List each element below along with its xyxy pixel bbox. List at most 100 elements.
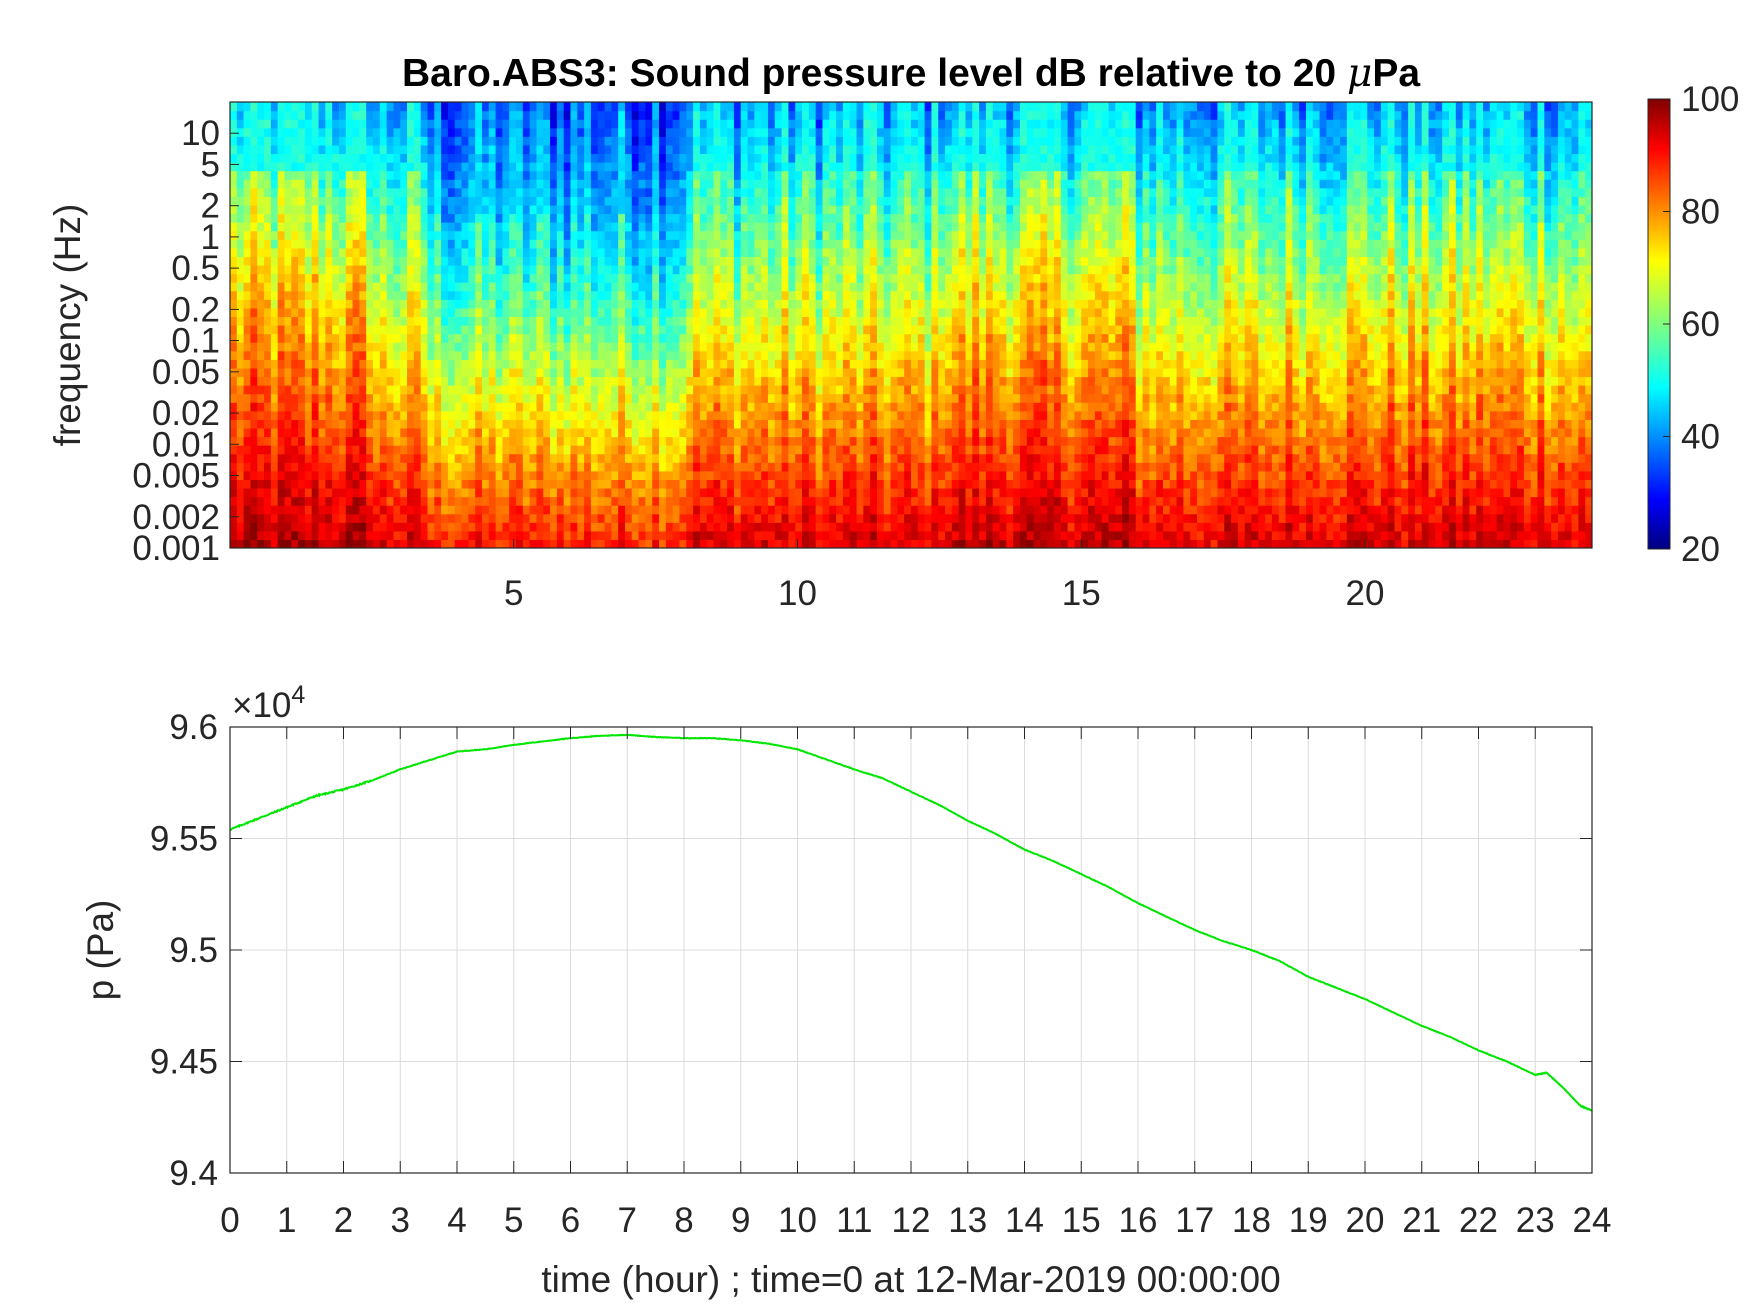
heatmap-cell xyxy=(311,479,320,489)
heatmap-cell xyxy=(495,256,503,266)
heatmap-cell xyxy=(468,144,476,155)
heatmap-cell xyxy=(829,239,837,249)
heatmap-cell xyxy=(665,290,674,300)
heatmap-cell xyxy=(291,453,299,463)
heatmap-cell xyxy=(373,350,381,360)
heatmap-cell xyxy=(481,299,490,309)
heatmap-cell xyxy=(298,530,306,541)
heatmap-cell xyxy=(379,127,388,137)
heatmap-cell xyxy=(264,162,272,172)
heatmap-cell xyxy=(767,239,776,249)
heatmap-cell xyxy=(366,282,374,292)
heatmap-cell xyxy=(447,462,456,472)
heatmap-cell xyxy=(720,144,728,155)
heatmap-cell xyxy=(679,402,687,412)
heatmap-cell xyxy=(842,230,851,240)
heatmap-cell xyxy=(706,239,715,249)
heatmap-cell xyxy=(359,522,367,532)
heatmap-cell xyxy=(461,436,469,446)
heatmap-cell xyxy=(277,487,286,498)
heatmap-cell xyxy=(338,462,347,472)
heatmap-cell xyxy=(379,419,388,429)
heatmap-cell xyxy=(236,307,245,318)
heatmap-cell xyxy=(679,367,687,378)
heatmap-cell xyxy=(754,367,762,378)
heatmap-cell xyxy=(434,522,442,532)
heatmap-cell xyxy=(291,110,299,120)
heatmap-cell xyxy=(407,273,415,283)
heatmap-cell xyxy=(264,213,272,223)
heatmap-cell xyxy=(686,153,694,163)
heatmap-cell xyxy=(611,530,619,541)
heatmap-cell xyxy=(563,470,572,480)
heatmap-cell xyxy=(774,333,783,343)
heatmap-cell xyxy=(727,376,735,386)
heatmap-cell xyxy=(441,350,449,360)
heatmap-cell xyxy=(270,462,279,472)
heatmap-cell xyxy=(230,385,238,395)
heatmap-cell xyxy=(488,256,497,266)
heatmap-cell xyxy=(488,342,497,352)
heatmap-cell xyxy=(720,470,728,480)
heatmap-cell xyxy=(638,136,647,146)
heatmap-cell xyxy=(611,102,619,112)
heatmap-cell xyxy=(597,239,606,249)
heatmap-cell xyxy=(747,453,755,463)
heatmap-cell xyxy=(332,419,340,429)
heatmap-cell xyxy=(740,487,749,498)
heatmap-cell xyxy=(338,470,347,480)
heatmap-cell xyxy=(393,299,401,309)
heatmap-cell xyxy=(243,179,252,189)
heatmap-cell xyxy=(250,367,258,378)
heatmap-cell xyxy=(781,325,790,335)
heatmap-cell xyxy=(767,470,776,480)
heatmap-cell xyxy=(597,162,606,172)
heatmap-cell xyxy=(481,290,490,300)
heatmap-cell xyxy=(298,144,306,155)
heatmap-cell xyxy=(318,522,326,532)
heatmap-cell xyxy=(257,136,265,146)
heatmap-cell xyxy=(631,385,640,395)
heatmap-cell xyxy=(836,307,844,318)
heatmap-cell xyxy=(413,273,422,283)
heatmap-cell xyxy=(257,325,265,335)
heatmap-cell xyxy=(706,539,715,548)
heatmap-cell xyxy=(447,273,456,283)
heatmap-cell xyxy=(870,445,878,455)
heatmap-cell xyxy=(774,402,783,412)
heatmap-cell xyxy=(359,307,367,318)
heatmap-cell xyxy=(577,119,585,129)
heatmap-cell xyxy=(427,110,435,120)
heatmap-cell xyxy=(876,170,885,180)
heatmap-cell xyxy=(325,119,333,129)
heatmap-cell xyxy=(488,419,497,429)
heatmap-cell xyxy=(475,402,483,412)
heatmap-cell xyxy=(257,153,265,163)
heatmap-cell xyxy=(298,393,306,403)
heatmap-cell xyxy=(352,445,360,455)
heatmap-cell xyxy=(727,359,735,369)
heatmap-cell xyxy=(727,436,735,446)
heatmap-cell xyxy=(577,539,585,548)
heatmap-cell xyxy=(407,282,415,292)
heatmap-cell xyxy=(720,505,728,515)
heatmap-cell xyxy=(400,273,408,283)
heatmap-cell xyxy=(631,359,640,369)
heatmap-cell xyxy=(808,342,817,352)
heatmap-cell xyxy=(638,445,647,455)
heatmap-cell xyxy=(665,307,674,318)
heatmap-cell xyxy=(767,505,776,515)
heatmap-cell xyxy=(325,196,333,206)
heatmap-cell xyxy=(611,204,619,215)
heatmap-cell xyxy=(815,487,824,498)
heatmap-cell xyxy=(325,513,333,523)
heatmap-cell xyxy=(332,247,340,257)
heatmap-cell xyxy=(318,393,326,403)
heatmap-cell xyxy=(332,213,340,223)
heatmap-cell xyxy=(393,222,401,232)
heatmap-cell xyxy=(788,299,796,309)
heatmap-cell xyxy=(298,402,306,412)
heatmap-cell xyxy=(713,196,721,206)
heatmap-cell xyxy=(481,144,490,155)
heatmap-cell xyxy=(475,290,483,300)
